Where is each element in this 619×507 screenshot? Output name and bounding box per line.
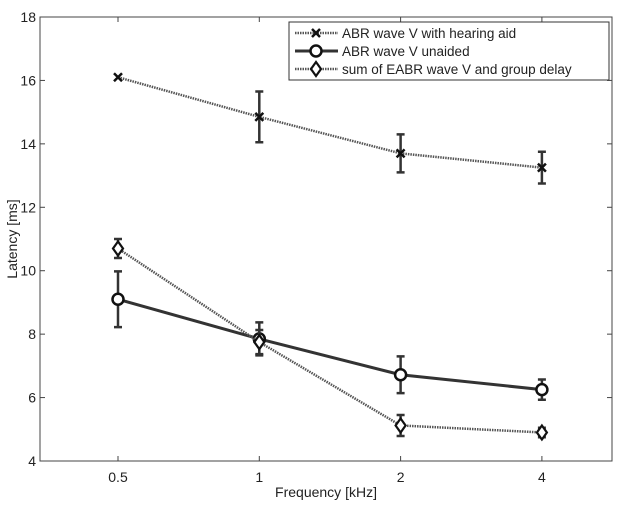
data-point [393,367,408,382]
legend-marker [311,28,321,38]
data-point [111,239,125,258]
data-point [113,72,123,83]
y-tick-label: 10 [20,263,36,279]
data-point [111,292,125,307]
series-2 [111,237,549,442]
data-point [537,162,547,173]
data-point [252,333,266,351]
legend-label: ABR wave V unaided [342,44,470,59]
plot-area [39,16,613,462]
legend-label: ABR wave V with hearing aid [342,26,516,41]
series-1 [111,270,549,402]
x-tick-label: 4 [538,469,546,485]
y-tick-label: 6 [28,390,36,406]
legend-label: sum of EABR wave V and group delay [342,62,572,77]
data-point [254,112,265,122]
x-tick-label: 2 [397,469,405,485]
legend: ABR wave V with hearing aid ABR wave V un… [288,21,610,81]
data-point [535,423,549,442]
x-tick-label: 0.5 [108,469,128,485]
y-tick-label: 14 [20,136,36,152]
legend-marker [309,60,323,78]
y-tick-label: 4 [28,453,36,469]
y-axis-label: Latency [ms] [4,199,20,278]
y-tick-label: 8 [28,326,36,342]
y-tick-label: 18 [20,9,36,25]
x-tick-label: 1 [255,469,263,485]
y-tick-label: 12 [20,199,36,215]
y-tick-label: 16 [20,72,36,88]
x-axis-label: Frequency [kHz] [275,484,377,500]
data-point [394,416,407,435]
series-line [117,297,543,392]
legend-marker [309,44,323,58]
series-0 [113,72,547,185]
series-line [117,76,543,169]
data-point [535,382,549,397]
data-point [395,148,406,159]
